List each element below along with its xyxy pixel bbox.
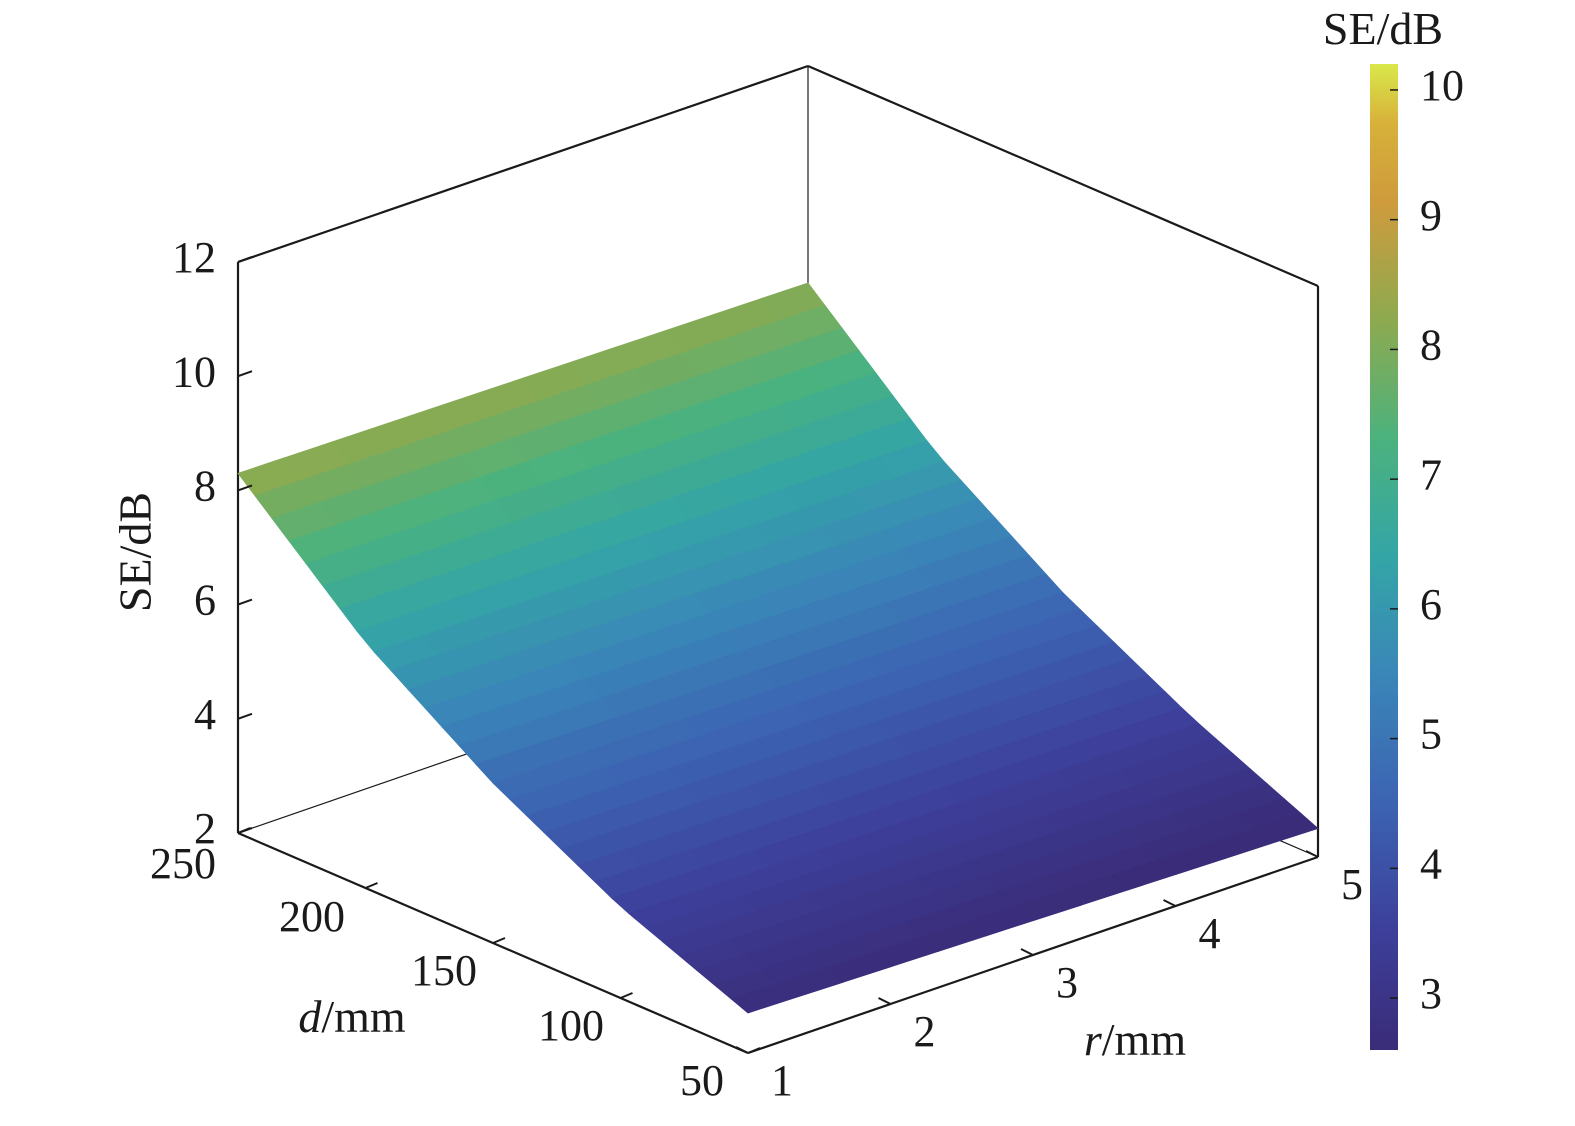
d-tick-mark bbox=[365, 882, 378, 889]
back-top-right-edge bbox=[807, 64, 1319, 288]
d-axis-unit: /mm bbox=[321, 991, 406, 1042]
r-axis-unit: /mm bbox=[1102, 1014, 1187, 1065]
r-tick-mark bbox=[1163, 899, 1176, 907]
z-tick-mark bbox=[237, 484, 253, 492]
z-tick-mark bbox=[237, 712, 253, 720]
z-tick-label: 4 bbox=[194, 690, 216, 739]
d-axis-ticks: 50 100 150 200 250 bbox=[150, 827, 761, 1105]
colorbar-tick-label: 10 bbox=[1420, 61, 1464, 110]
z-axis-label: SE/dB bbox=[110, 492, 161, 612]
d-tick-mark bbox=[747, 1047, 761, 1054]
r-tick-label: 5 bbox=[1341, 860, 1363, 909]
d-axis-symbol: d bbox=[298, 991, 322, 1042]
r-tick-label: 2 bbox=[914, 1007, 936, 1056]
z-tick-label: 8 bbox=[194, 461, 216, 510]
r-tick-label: 4 bbox=[1199, 909, 1221, 958]
z-tick-mark bbox=[237, 370, 253, 378]
z-tick-mark bbox=[237, 598, 253, 606]
r-axis-symbol: r bbox=[1084, 1014, 1103, 1065]
z-tick-label: 2 bbox=[194, 804, 216, 853]
r-tick-mark bbox=[1305, 850, 1319, 858]
surface-patch bbox=[1252, 813, 1319, 845]
colorbar-label: SE/dB bbox=[1323, 3, 1443, 54]
back-top-left-edge bbox=[237, 64, 809, 264]
z-tick-label: 6 bbox=[194, 576, 216, 625]
d-tick-label: 200 bbox=[279, 892, 345, 941]
d-axis-label: d/mm bbox=[298, 991, 406, 1042]
se-surface bbox=[237, 282, 1319, 1014]
colorbar-tick-label: 9 bbox=[1420, 191, 1442, 240]
colorbar-tick-label: 6 bbox=[1420, 580, 1442, 629]
d-tick-mark bbox=[492, 937, 506, 944]
colorbar-tick-label: 3 bbox=[1420, 969, 1442, 1018]
d-tick-label: 250 bbox=[150, 839, 216, 888]
r-axis-ticks: 1 2 3 4 5 bbox=[735, 850, 1363, 1105]
r-tick-label: 3 bbox=[1056, 958, 1078, 1007]
d-tick-label: 150 bbox=[411, 946, 477, 995]
z-tick-label: 10 bbox=[172, 347, 216, 396]
colorbar-tick-label: 4 bbox=[1420, 839, 1442, 888]
d-tick-mark bbox=[237, 827, 251, 834]
colorbar-tick-label: 7 bbox=[1420, 450, 1442, 499]
r-tick-label: 1 bbox=[771, 1056, 793, 1105]
d-tick-mark bbox=[620, 992, 633, 999]
z-axis-ticks: 2 4 6 8 10 12 bbox=[172, 233, 253, 853]
r-tick-mark bbox=[1020, 948, 1034, 956]
d-tick-label: 50 bbox=[680, 1056, 724, 1105]
r-axis-label: r/mm bbox=[1084, 1014, 1186, 1065]
z-tick-mark bbox=[237, 256, 253, 263]
colorbar-tick-label: 8 bbox=[1420, 321, 1442, 370]
r-tick-mark bbox=[735, 1046, 749, 1054]
d-tick-label: 100 bbox=[538, 1001, 604, 1050]
colorbar-ticks: 3 4 5 6 7 8 9 10 bbox=[1390, 61, 1464, 1018]
colorbar-tick-label: 5 bbox=[1420, 710, 1442, 759]
z-tick-label: 12 bbox=[172, 233, 216, 282]
colorbar bbox=[1370, 64, 1398, 1050]
r-tick-mark bbox=[878, 997, 891, 1005]
